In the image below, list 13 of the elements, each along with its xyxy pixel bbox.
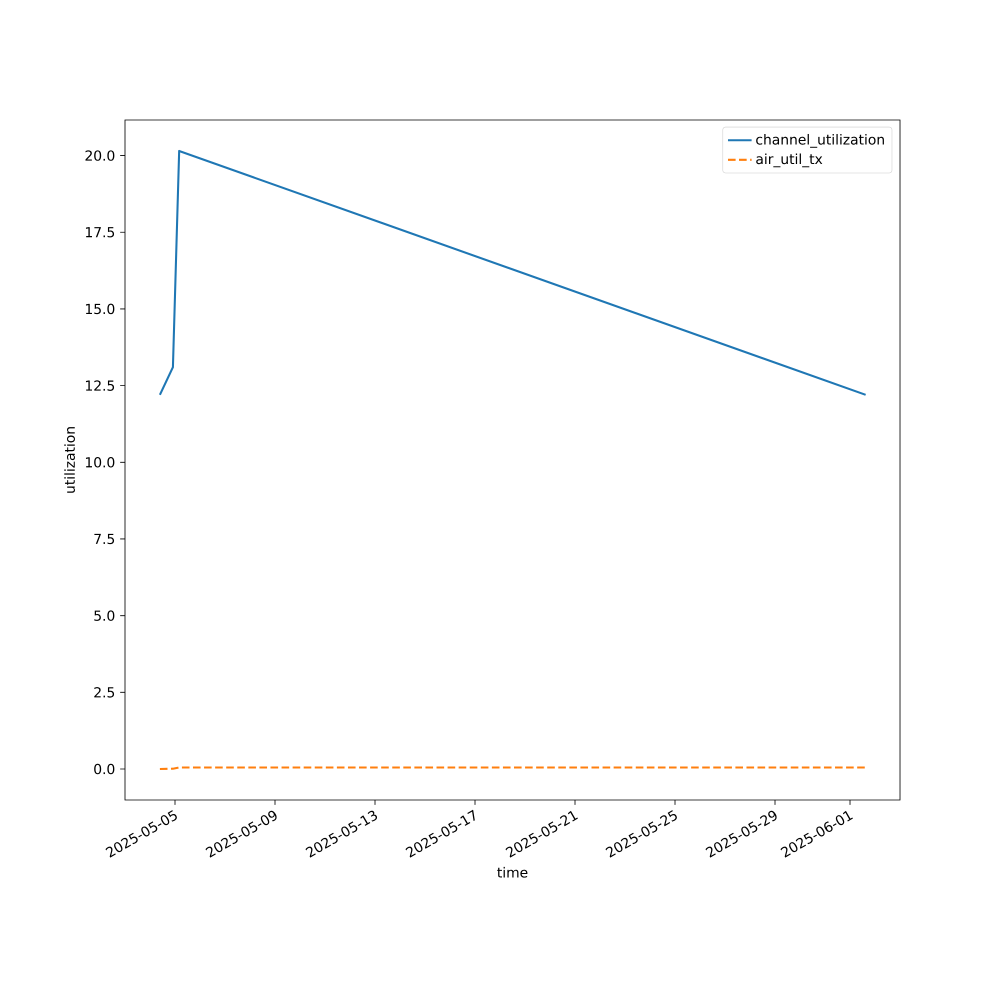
y-tick-label: 5.0	[94, 610, 114, 621]
y-tick-label: 2.5	[94, 687, 114, 698]
y-tick-label: 0.0	[94, 764, 114, 774]
legend-label: air_util_tx	[756, 153, 822, 168]
x-axis-title: time	[497, 866, 528, 878]
y-tick-label: 10.0	[86, 457, 114, 468]
y-tick-label: 7.5	[94, 534, 114, 544]
y-tick-label: 17.5	[86, 227, 114, 238]
y-tick-label: 20.0	[85, 150, 114, 161]
legend-label: channel_utilization	[756, 134, 884, 148]
y-axis-title: utilization	[64, 427, 75, 493]
y-tick-label: 15.0	[86, 304, 114, 314]
y-tick-label: 12.5	[86, 380, 114, 391]
